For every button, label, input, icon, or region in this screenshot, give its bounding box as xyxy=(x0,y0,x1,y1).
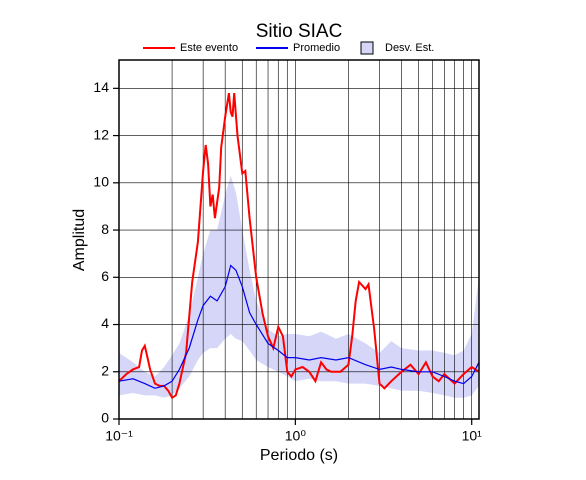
chart-title: Sitio SIAC xyxy=(256,21,343,42)
y-tick-label: 12 xyxy=(93,126,109,142)
plot-frame xyxy=(118,59,480,420)
std-band xyxy=(119,175,479,398)
y-tick-label: 8 xyxy=(101,221,109,237)
y-tick-label: 10 xyxy=(93,174,109,190)
series-line xyxy=(118,264,480,389)
x-tick-label: 10⁻¹ xyxy=(105,428,133,444)
y-tick-label: 0 xyxy=(101,410,109,426)
y-tick-label: 2 xyxy=(101,362,109,378)
y-tick-label: 4 xyxy=(101,315,109,331)
legend-swatch xyxy=(360,41,374,55)
legend-label: Este evento xyxy=(180,42,238,54)
x-tick-label: 10¹ xyxy=(462,428,483,444)
x-axis-label: Periodo (s) xyxy=(260,447,338,464)
series-line xyxy=(118,92,480,400)
y-tick-label: 14 xyxy=(93,79,109,95)
x-tick-label: 10⁰ xyxy=(285,428,307,444)
y-tick-label: 6 xyxy=(101,268,109,284)
legend-label: Desv. Est. xyxy=(385,42,434,54)
legend-label: Promedio xyxy=(293,42,340,54)
y-axis-label: Amplitud xyxy=(71,209,88,271)
